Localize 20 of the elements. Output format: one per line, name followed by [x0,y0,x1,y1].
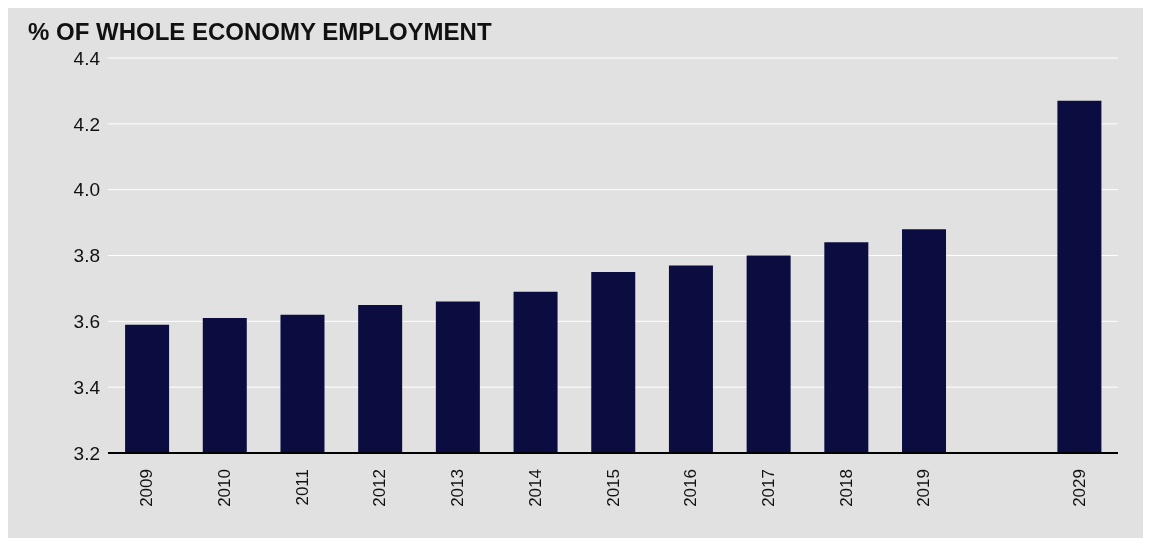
x-tick-label: 2009 [137,469,157,507]
x-tick-label: 2029 [1069,469,1089,507]
y-tick-label: 3.8 [73,245,100,267]
x-tick-label: 2013 [448,469,468,507]
x-tick-label: 2018 [836,469,856,507]
x-tick-label: 2014 [525,469,545,507]
x-tick-label: 2015 [603,469,623,507]
x-tick-label: 2016 [681,469,701,507]
chart-title: % OF WHOLE ECONOMY EMPLOYMENT [27,17,493,47]
x-tick-label: 2019 [914,469,934,507]
x-tick-label: 2012 [370,469,390,507]
y-tick-label: 3.4 [73,376,101,398]
y-tick-label: 4.0 [73,179,100,201]
y-tick-label: 4.4 [73,47,101,69]
x-tick-label: 2017 [758,469,778,507]
x-tick-label: 2010 [215,469,235,507]
x-tick-label: 2011 [292,469,312,506]
y-tick-label: 3.6 [73,311,100,333]
y-tick-label: 3.2 [73,442,100,464]
y-tick-label: 4.2 [73,113,100,135]
